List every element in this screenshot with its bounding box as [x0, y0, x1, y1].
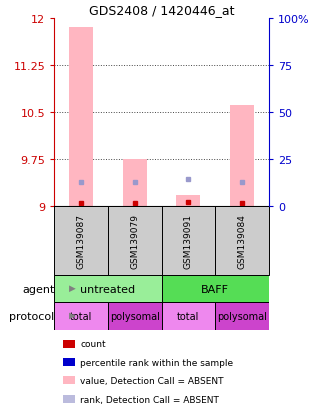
- Text: GSM139087: GSM139087: [77, 214, 86, 268]
- Bar: [54, 275, 162, 303]
- Bar: [162, 303, 215, 330]
- Bar: [162, 206, 215, 275]
- Text: agent: agent: [22, 284, 54, 294]
- Title: GDS2408 / 1420446_at: GDS2408 / 1420446_at: [89, 5, 234, 17]
- Bar: [215, 303, 269, 330]
- Text: polysomal: polysomal: [110, 311, 160, 321]
- Text: polysomal: polysomal: [217, 311, 267, 321]
- Bar: [215, 206, 269, 275]
- Text: value, Detection Call = ABSENT: value, Detection Call = ABSENT: [80, 376, 224, 385]
- Bar: [176, 195, 200, 206]
- Bar: [54, 303, 108, 330]
- Text: untreated: untreated: [80, 284, 136, 294]
- Text: count: count: [80, 339, 106, 349]
- Bar: [162, 275, 269, 303]
- Bar: [63, 396, 75, 403]
- Bar: [63, 340, 75, 348]
- Text: GSM139079: GSM139079: [130, 214, 139, 268]
- Text: GSM139084: GSM139084: [237, 214, 246, 268]
- Bar: [108, 303, 162, 330]
- Bar: [54, 206, 108, 275]
- Bar: [230, 106, 254, 206]
- Text: total: total: [70, 311, 92, 321]
- Bar: [63, 358, 75, 366]
- Bar: [123, 159, 147, 206]
- Text: BAFF: BAFF: [201, 284, 229, 294]
- Bar: [69, 28, 93, 206]
- Text: rank, Detection Call = ABSENT: rank, Detection Call = ABSENT: [80, 395, 219, 404]
- Text: total: total: [177, 311, 200, 321]
- Bar: [63, 377, 75, 384]
- Text: percentile rank within the sample: percentile rank within the sample: [80, 358, 233, 367]
- Text: GSM139091: GSM139091: [184, 214, 193, 268]
- Bar: [108, 206, 162, 275]
- Text: protocol: protocol: [9, 311, 54, 321]
